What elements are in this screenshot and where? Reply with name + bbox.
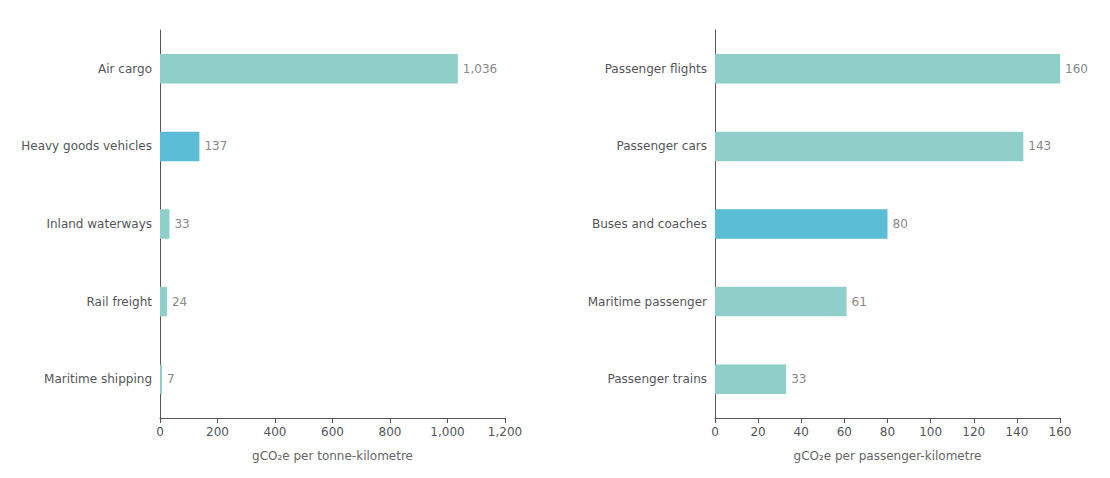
svg-text:Passenger flights: Passenger flights [605, 62, 707, 76]
svg-text:33: 33 [174, 217, 189, 231]
svg-text:100: 100 [919, 425, 942, 439]
svg-text:7: 7 [167, 372, 175, 386]
svg-text:800: 800 [379, 425, 402, 439]
svg-text:Buses and coaches: Buses and coaches [592, 217, 707, 231]
svg-text:Maritime passenger: Maritime passenger [588, 295, 707, 309]
svg-text:33: 33 [791, 372, 806, 386]
svg-text:400: 400 [264, 425, 287, 439]
svg-text:1,000: 1,000 [430, 425, 464, 439]
svg-text:Rail freight: Rail freight [87, 295, 153, 309]
svg-text:61: 61 [852, 295, 867, 309]
svg-text:160: 160 [1049, 425, 1072, 439]
svg-text:gCO₂e per tonne-kilometre: gCO₂e per tonne-kilometre [252, 449, 413, 463]
svg-text:160: 160 [1065, 62, 1088, 76]
svg-text:Passenger trains: Passenger trains [608, 372, 707, 386]
svg-text:80: 80 [880, 425, 895, 439]
svg-text:Inland waterways: Inland waterways [46, 217, 152, 231]
svg-text:0: 0 [156, 425, 164, 439]
svg-text:120: 120 [962, 425, 985, 439]
svg-text:Heavy goods vehicles: Heavy goods vehicles [21, 139, 152, 153]
svg-text:600: 600 [321, 425, 344, 439]
svg-text:60: 60 [837, 425, 852, 439]
svg-text:200: 200 [206, 425, 229, 439]
svg-text:1,036: 1,036 [463, 62, 497, 76]
svg-text:137: 137 [204, 139, 227, 153]
svg-text:1,200: 1,200 [488, 425, 522, 439]
svg-text:gCO₂e per passenger-kilometre: gCO₂e per passenger-kilometre [794, 449, 982, 463]
svg-text:140: 140 [1005, 425, 1028, 439]
svg-text:Air cargo: Air cargo [98, 62, 152, 76]
svg-text:Maritime shipping: Maritime shipping [44, 372, 152, 386]
svg-text:143: 143 [1028, 139, 1051, 153]
svg-text:40: 40 [794, 425, 809, 439]
svg-text:0: 0 [711, 425, 719, 439]
svg-text:24: 24 [172, 295, 187, 309]
svg-text:Passenger cars: Passenger cars [617, 139, 707, 153]
svg-text:80: 80 [893, 217, 908, 231]
svg-text:20: 20 [750, 425, 765, 439]
